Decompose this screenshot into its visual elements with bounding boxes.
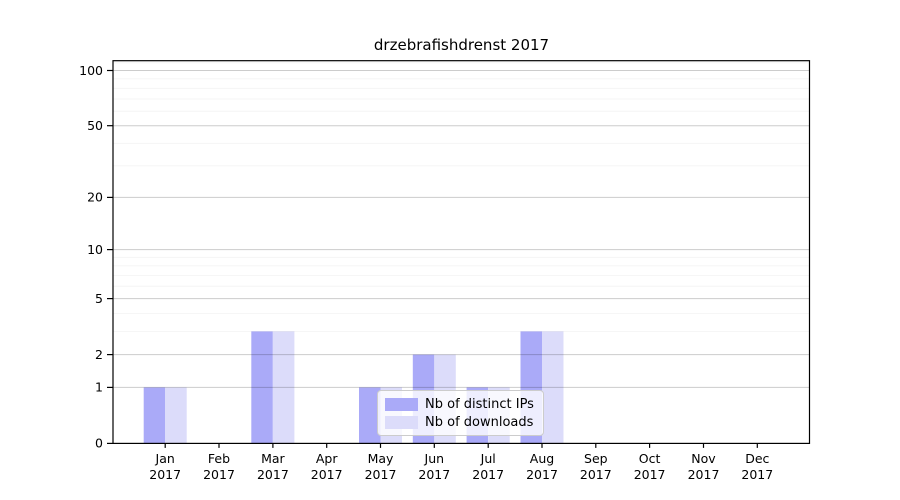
x-tick-label-may: May — [368, 451, 394, 466]
x-tick-year-jul: 2017 — [472, 467, 504, 482]
y-tick-label-100: 100 — [79, 63, 103, 78]
x-tick-label-dec: Dec — [745, 451, 769, 466]
x-tick-year-feb: 2017 — [203, 467, 235, 482]
y-tick-label-20: 20 — [87, 190, 103, 205]
y-tick-label-50: 50 — [87, 118, 103, 133]
x-tick-label-aug: Aug — [530, 451, 554, 466]
bar-distinct-ips-jan — [143, 387, 166, 444]
y-tick-label-5: 5 — [95, 291, 103, 306]
x-tick-label-oct: Oct — [639, 451, 661, 466]
x-tick-label-mar: Mar — [261, 451, 285, 466]
x-tick-label-jan: Jan — [155, 451, 175, 466]
bar-distinct-ips-mar — [251, 331, 273, 444]
bar-downloads-jan — [165, 387, 187, 444]
legend-swatch-downloads — [385, 415, 418, 429]
x-tick-year-nov: 2017 — [688, 467, 720, 482]
bar-distinct-ips-may — [359, 387, 381, 444]
x-tick-label-jun: Jun — [424, 451, 445, 466]
x-tick-year-may: 2017 — [365, 467, 397, 482]
chart-title: drzebrafishdrenst 2017 — [373, 36, 550, 54]
x-tick-year-jan: 2017 — [149, 467, 181, 482]
legend-swatch-distinct-ips — [385, 397, 418, 411]
x-tick-year-oct: 2017 — [634, 467, 666, 482]
x-tick-year-aug: 2017 — [526, 467, 558, 482]
x-tick-year-jun: 2017 — [418, 467, 450, 482]
bar-downloads-mar — [272, 331, 295, 444]
x-tick-label-apr: Apr — [316, 451, 338, 466]
legend-item-downloads: Nb of downloads — [385, 413, 536, 431]
y-tick-label-1: 1 — [95, 380, 103, 395]
legend-label-downloads: Nb of downloads — [425, 414, 534, 430]
x-tick-label-nov: Nov — [691, 451, 716, 466]
x-tick-label-jul: Jul — [480, 451, 496, 466]
y-tick-label-2: 2 — [95, 347, 103, 362]
axis-frame — [112, 60, 811, 445]
y-tick-label-10: 10 — [87, 242, 103, 257]
y-tick-label-0: 0 — [95, 436, 103, 451]
x-tick-label-feb: Feb — [208, 451, 230, 466]
legend-label-distinct-ips: Nb of distinct IPs — [425, 396, 534, 412]
x-tick-year-apr: 2017 — [311, 467, 343, 482]
bar-downloads-aug — [542, 331, 564, 444]
x-tick-year-mar: 2017 — [257, 467, 289, 482]
legend: Nb of distinct IPs Nb of downloads — [377, 390, 544, 436]
x-tick-year-sep: 2017 — [580, 467, 612, 482]
x-tick-label-sep: Sep — [584, 451, 608, 466]
legend-item-distinct-ips: Nb of distinct IPs — [385, 395, 536, 413]
x-tick-year-dec: 2017 — [741, 467, 773, 482]
